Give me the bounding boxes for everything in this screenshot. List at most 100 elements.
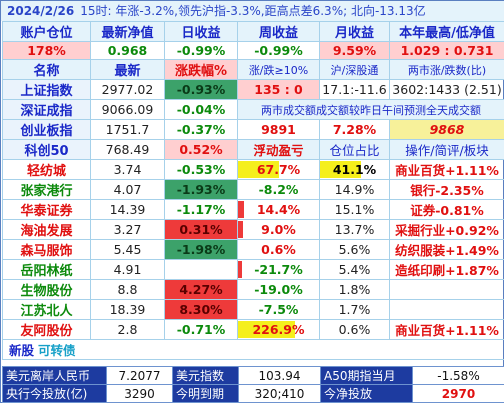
newstock-label: 新股	[9, 343, 35, 358]
index-name[interactable]: 深证成指	[2, 99, 91, 120]
pnl-cell: 226.9%	[237, 319, 320, 340]
latest-nav-value: 0.968	[90, 41, 165, 60]
pnl-cell: 14.4%	[237, 199, 320, 220]
year-high-low-value: 1.029 : 0.731	[389, 41, 504, 60]
turnover-value: 9891	[237, 119, 320, 140]
sector-note: 商业百货+1.11%	[389, 159, 504, 180]
stock-name[interactable]: 生物股份	[2, 279, 91, 300]
col-latest-nav: 最新净值	[90, 21, 165, 42]
newstock-cell: 新股 可转债	[2, 339, 504, 360]
stock-row[interactable]: 轻纺城 3.74 -0.53% 67.7% 41.1% 商业百货+1.11%	[2, 159, 504, 180]
convertible-bond-tag[interactable]: 可转债	[38, 343, 76, 358]
turnover-change: 7.28%	[319, 119, 390, 140]
pnl-value: -7.5%	[237, 299, 320, 320]
date-label: 2024/2/26	[7, 4, 75, 18]
newstock-row: 新股 可转债	[2, 339, 504, 360]
account-header-row: 账户仓位 最新净值 日收益 周收益 月收益 本年最高/低净值	[2, 21, 504, 42]
stock-price: 3.74	[90, 159, 165, 180]
pnl-value: -19.0%	[237, 279, 320, 300]
usdcnh-value: 7.2077	[106, 366, 173, 385]
pnl-cell: 9.0%	[237, 219, 320, 240]
pnl-cell: -21.7%	[237, 259, 320, 280]
macro-row: 美元离岸人民币 7.2077 美元指数 103.94 A50期指当月 -1.58…	[2, 366, 504, 385]
stock-row[interactable]: 张家港行 4.07 -1.93% -8.2% 14.9% 银行-2.35%	[2, 179, 504, 200]
position-value: 0.6%	[319, 319, 390, 340]
stock-row[interactable]: 生物股份 8.8 4.27% -19.0% 1.8%	[2, 279, 504, 300]
account-value-row: 178% 0.968 -0.99% -0.99% 9.59% 1.029 : 0…	[2, 41, 504, 60]
stock-name[interactable]: 友阿股份	[2, 319, 91, 340]
stock-row[interactable]: 华泰证券 14.39 -1.17% 14.4% 15.1% 证券-0.81%	[2, 199, 504, 220]
liquidity-row: 央行今投放(亿) 3290 今明到期 320;410 今净投放 2970	[2, 384, 504, 403]
col-daily-return: 日收益	[164, 21, 238, 42]
stock-row[interactable]: 森马服饰 5.45 -1.98% 0.6% 5.6% 纺织服装+1.49%	[2, 239, 504, 260]
stock-price: 4.91	[90, 259, 165, 280]
index-price: 2977.02	[90, 79, 165, 100]
stock-change: -1.98%	[164, 239, 238, 260]
pnl-value: -21.7%	[254, 262, 303, 277]
stock-price: 5.45	[90, 239, 165, 260]
index-row[interactable]: 科创50 768.49 0.52% 浮动盈亏 仓位占比 操作/简评/板块	[2, 139, 504, 160]
stock-row[interactable]: 友阿股份 2.8 -0.71% 226.9% 0.6% 商业百货+1.11%	[2, 319, 504, 340]
position-cell: 41.1%	[319, 159, 390, 180]
stock-price: 2.8	[90, 319, 165, 340]
maturity-value: 320;410	[238, 384, 321, 403]
stock-change: 0.31%	[164, 219, 238, 240]
stock-name[interactable]: 森马服饰	[2, 239, 91, 260]
stock-change: 4.27%	[164, 279, 238, 300]
turnover-header: 两市成交额成交额较昨日午间预测全天成交额	[237, 99, 504, 120]
stock-name[interactable]: 张家港行	[2, 179, 91, 200]
sector-note: 造纸印刷+1.87%	[389, 259, 504, 280]
stock-name[interactable]: 轻纺城	[2, 159, 91, 180]
stock-change: -0.53%	[164, 159, 238, 180]
stock-change: -1.17%	[164, 199, 238, 220]
col-year-high-low: 本年最高/低净值	[389, 21, 504, 42]
index-name[interactable]: 创业板指	[2, 119, 91, 140]
stock-row[interactable]: 海油发展 3.27 0.31% 9.0% 13.7% 采掘行业+0.92%	[2, 219, 504, 240]
stock-row[interactable]: 岳阳林纸 4.91 -21.7% 5.4% 造纸印刷+1.87%	[2, 259, 504, 280]
col-account-position: 账户仓位	[2, 21, 91, 42]
stock-name[interactable]: 海油发展	[2, 219, 91, 240]
pnl-value: 226.9%	[252, 322, 305, 337]
col-change-pct: 涨跌幅%	[164, 59, 238, 80]
col-name: 名称	[2, 59, 91, 80]
stock-price: 8.8	[90, 279, 165, 300]
position-value: 41.1%	[332, 162, 377, 177]
monthly-return-value: 9.59%	[319, 41, 390, 60]
a50-label: A50期指当月	[320, 366, 413, 385]
index-name[interactable]: 上证指数	[2, 79, 91, 100]
connect-value: 17.1:-11.6	[319, 79, 390, 100]
col-position-share: 仓位占比	[319, 139, 390, 160]
index-row[interactable]: 上证指数 2977.02 -0.93% 135 : 0 17.1:-11.6 3…	[2, 79, 504, 100]
stock-name[interactable]: 江苏北人	[2, 299, 91, 320]
col-connect: 沪/深股通	[319, 59, 390, 80]
main-grid: 账户仓位 最新净值 日收益 周收益 月收益 本年最高/低净值 178% 0.96…	[2, 21, 504, 360]
col-monthly-return: 月收益	[319, 21, 390, 42]
limit-count-value: 135 : 0	[237, 79, 320, 100]
pnl-value: 0.6%	[237, 239, 320, 260]
position-value: 14.9%	[319, 179, 390, 200]
index-header-row: 名称 最新 涨跌幅% 涨/跌≥10% 沪/深股通 两市涨/跌数(比)	[2, 59, 504, 80]
daily-return-value: -0.99%	[164, 41, 238, 60]
position-value: 1.8%	[319, 279, 390, 300]
index-row[interactable]: 深证成指 9066.09 -0.04% 两市成交额成交额较昨日午间预测全天成交额	[2, 99, 504, 120]
stock-change: 8.30%	[164, 299, 238, 320]
index-row[interactable]: 创业板指 1751.7 -0.37% 9891 7.28% 9868	[2, 119, 504, 140]
stock-price: 18.39	[90, 299, 165, 320]
col-weekly-return: 周收益	[237, 21, 320, 42]
weekly-return-value: -0.99%	[237, 41, 320, 60]
stock-name[interactable]: 岳阳林纸	[2, 259, 91, 280]
stock-change	[164, 259, 238, 280]
col-latest: 最新	[90, 59, 165, 80]
index-name[interactable]: 科创50	[2, 139, 91, 160]
sector-note: 银行-2.35%	[389, 179, 504, 200]
sector-note: 采掘行业+0.92%	[389, 219, 504, 240]
stock-price: 14.39	[90, 199, 165, 220]
turnover-forecast: 9868	[389, 119, 504, 140]
index-change: -0.93%	[164, 79, 238, 100]
pnl-cell: 67.7%	[237, 159, 320, 180]
maturity-label: 今明到期	[172, 384, 239, 403]
stock-name[interactable]: 华泰证券	[2, 199, 91, 220]
stock-row[interactable]: 江苏北人 18.39 8.30% -7.5% 1.7%	[2, 299, 504, 320]
dxy-label: 美元指数	[172, 366, 239, 385]
pnl-value: 9.0%	[261, 222, 296, 237]
